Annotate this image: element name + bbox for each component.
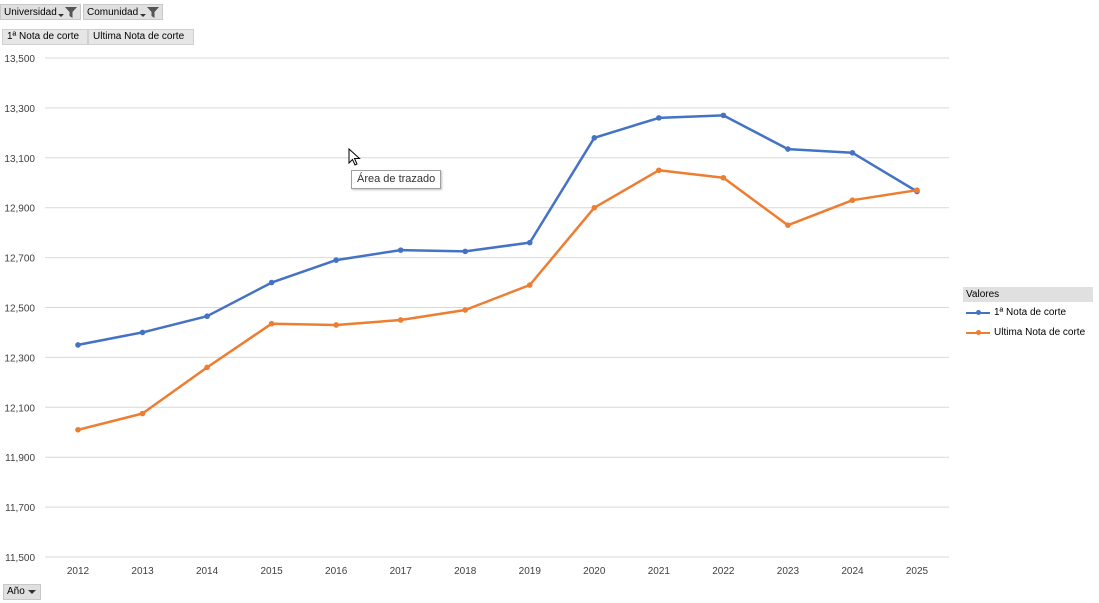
data-point[interactable] xyxy=(204,364,210,371)
x-tick-label: 2022 xyxy=(712,566,735,577)
data-point[interactable] xyxy=(462,307,469,313)
value-field-label: Ultima Nota de corte xyxy=(93,31,185,42)
value-field-button-ultima[interactable]: Ultima Nota de corte xyxy=(88,29,194,45)
mouse-cursor-icon xyxy=(348,148,361,166)
data-point[interactable] xyxy=(849,150,856,156)
x-tick-label: 2023 xyxy=(777,566,800,577)
data-point[interactable] xyxy=(333,257,339,263)
data-point[interactable] xyxy=(397,317,404,323)
data-point[interactable] xyxy=(204,313,210,320)
y-tick-label: 11,500 xyxy=(5,553,35,564)
dropdown-arrow-icon xyxy=(140,14,146,17)
y-tick-label: 12,300 xyxy=(4,353,35,364)
legend-marker-icon xyxy=(976,330,981,335)
x-tick-label: 2020 xyxy=(583,566,606,577)
x-tick-label: 2025 xyxy=(906,566,929,577)
x-tick-label: 2024 xyxy=(841,566,864,577)
y-tick-label: 13,500 xyxy=(4,54,35,65)
data-point[interactable] xyxy=(268,320,275,327)
data-point[interactable] xyxy=(75,342,81,348)
filter-icon xyxy=(65,7,77,18)
x-tick-label: 2015 xyxy=(260,566,283,577)
data-point[interactable] xyxy=(785,222,791,228)
data-point[interactable] xyxy=(720,174,727,181)
data-point[interactable] xyxy=(656,167,662,174)
data-point[interactable] xyxy=(526,239,533,246)
filter-button-universidad[interactable]: Universidad xyxy=(0,4,81,20)
data-point[interactable] xyxy=(268,279,275,286)
data-point[interactable] xyxy=(139,329,146,336)
dropdown-arrow-icon xyxy=(28,590,36,594)
plot-area[interactable]: 11,500 11,700 11,900 12,100 12,300 12,500 12,7… xyxy=(0,0,960,603)
y-tick-label: 11,700 xyxy=(5,503,35,514)
dropdown-arrow-icon xyxy=(58,14,64,17)
gridlines xyxy=(45,57,949,558)
series-line-1[interactable] xyxy=(77,114,918,347)
y-tick-label: 13,100 xyxy=(4,154,35,165)
series-line-2[interactable] xyxy=(77,169,918,432)
y-tick-label: 12,700 xyxy=(4,254,35,265)
data-point[interactable] xyxy=(591,135,598,141)
x-tick-label: 2019 xyxy=(519,566,542,577)
data-point[interactable] xyxy=(914,187,920,194)
filter-label: Comunidad xyxy=(87,7,139,18)
y-tick-label: 12,500 xyxy=(4,304,35,315)
data-point[interactable] xyxy=(720,112,727,119)
data-point[interactable] xyxy=(526,282,533,288)
x-tick-label: 2018 xyxy=(454,566,477,577)
data-point[interactable] xyxy=(656,115,662,121)
legend-label: 1ª Nota de corte xyxy=(994,307,1067,318)
y-tick-label: 12,100 xyxy=(4,403,35,414)
data-point[interactable] xyxy=(849,197,856,204)
x-axis: 2012 2013 2014 2015 2016 2017 2018 2019 2020 2021… xyxy=(67,566,929,577)
series-group xyxy=(75,112,920,433)
x-tick-label: 2016 xyxy=(325,566,348,577)
filter-button-comunidad[interactable]: Comunidad xyxy=(83,4,163,20)
y-tick-label: 13,300 xyxy=(4,104,35,115)
legend-label: Ultima Nota de corte xyxy=(994,327,1086,338)
data-point[interactable] xyxy=(75,426,81,433)
y-tick-label: 11,900 xyxy=(5,453,35,464)
data-point[interactable] xyxy=(333,322,339,328)
legend-marker-icon xyxy=(976,310,981,315)
y-axis: 11,500 11,700 11,900 12,100 12,300 12,500 12,7… xyxy=(4,54,35,564)
data-point[interactable] xyxy=(139,410,146,417)
x-tick-label: 2017 xyxy=(390,566,413,577)
x-tick-label: 2012 xyxy=(67,566,90,577)
data-point[interactable] xyxy=(462,248,469,255)
filter-label: Universidad xyxy=(4,7,57,18)
y-tick-label: 12,900 xyxy=(4,204,35,215)
value-field-button-primera[interactable]: 1ª Nota de corte xyxy=(2,29,88,45)
data-point[interactable] xyxy=(397,247,404,253)
axis-field-button-ano[interactable]: Año xyxy=(3,584,41,600)
x-tick-label: 2014 xyxy=(196,566,219,577)
x-tick-label: 2013 xyxy=(131,566,154,577)
data-point[interactable] xyxy=(591,204,598,211)
value-field-label: 1ª Nota de corte xyxy=(7,31,80,42)
data-point[interactable] xyxy=(785,146,791,152)
filter-icon xyxy=(147,7,159,18)
legend-title: Valores xyxy=(963,287,1093,302)
tooltip: Área de trazado xyxy=(351,170,442,189)
x-tick-label: 2021 xyxy=(648,566,671,577)
axis-field-label: Año xyxy=(7,586,25,597)
